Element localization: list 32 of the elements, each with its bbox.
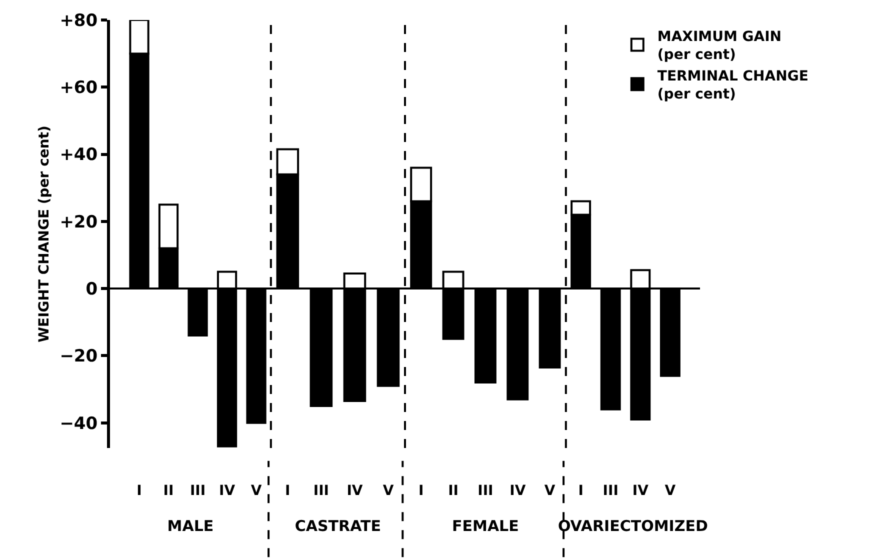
x-tick-label: V [382,483,394,499]
y-tick-label: +80 [60,10,98,31]
y-tick-label: +60 [60,78,98,98]
y-tick-label: −20 [60,346,98,367]
legend-label: MAXIMUM GAIN (per cent) [657,29,782,64]
x-tick-label: IV [218,483,236,499]
x-axis-title: MALE [167,517,214,535]
x-tick-label: I [418,483,424,499]
y-tick-label: −40 [60,414,98,434]
x-tick-label: I [285,483,290,499]
x-tick-label: V [250,483,262,499]
x-tick-label: V [544,483,556,499]
x-tick-label: III [478,483,494,499]
x-tick-label: I [136,483,142,499]
y-tick-label: +20 [60,212,98,232]
x-axis-title: FEMALE [452,517,519,535]
x-axis-title: OVARIECTOMIZED [558,517,708,535]
x-tick-label: V [664,483,676,499]
x-tick-label: I [578,483,584,499]
x-tick-label: III [190,483,206,499]
x-tick-label: IV [510,483,526,499]
x-tick-label: IV [632,483,649,499]
x-tick-label: III [313,483,330,499]
x-tick-label: II [448,483,458,499]
y-axis-title: WEIGHT CHANGE (per cent) [36,126,52,342]
y-tick-label: +40 [60,145,98,166]
x-tick-label: III [602,483,618,499]
y-tick-label: 0 [86,280,98,300]
x-axis-title: CASTRATE [294,517,382,535]
x-tick-label: II [163,483,174,499]
legend-label: TERMINAL CHANGE (per cent) [657,68,808,103]
x-tick-label: IV [346,483,363,499]
